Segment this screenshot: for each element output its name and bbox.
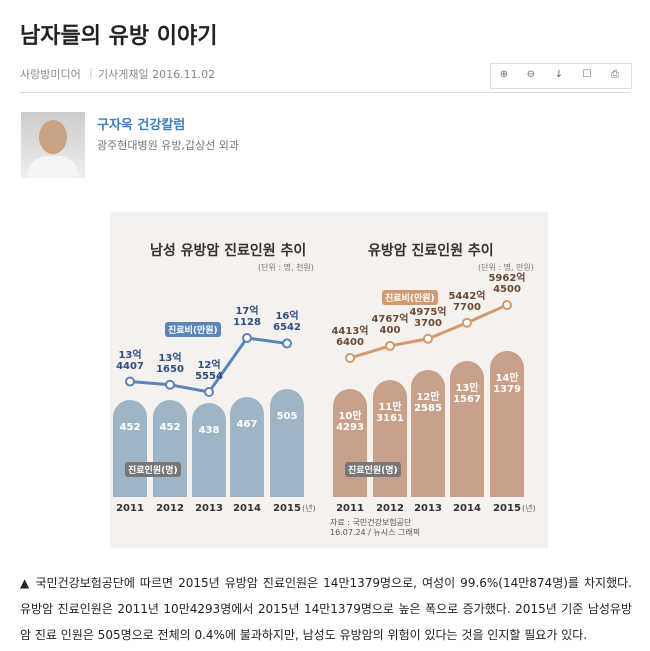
- cost-label: 16억 6542: [273, 311, 301, 334]
- legend-cost: 진료비(만원): [382, 290, 438, 305]
- cost-point: [502, 300, 512, 310]
- x-tick-label: 2013: [414, 503, 442, 514]
- zoom-in[interactable]: ⊕: [499, 69, 509, 80]
- chart-title: 남성 유방암 진료인원 추이: [150, 243, 307, 259]
- chart-title: 유방암 진료인원 추이: [368, 243, 494, 259]
- bar-label: 452: [119, 422, 141, 434]
- cost-point: [204, 387, 214, 397]
- cost-point: [242, 333, 252, 343]
- bar: [192, 403, 226, 497]
- author-name: 구자욱 건강칼럼: [97, 118, 186, 133]
- bar: [230, 397, 264, 497]
- bar-label: 438: [198, 425, 220, 437]
- chart-subtitle: (단위 : 명, 만원): [478, 263, 534, 272]
- bar-label: 505: [276, 411, 298, 422]
- bar: [270, 389, 304, 497]
- cost-point: [423, 333, 433, 344]
- x-tick-label: 2015: [273, 503, 301, 514]
- separator: [20, 92, 630, 93]
- legend-patients: 진료인원(명): [345, 462, 401, 477]
- cost-label: 13억 4407: [116, 349, 144, 372]
- bar: [153, 400, 187, 497]
- cost-point: [345, 353, 355, 363]
- cost-label: 4413억 6400: [331, 326, 369, 348]
- comment[interactable]: ☐: [582, 69, 592, 80]
- chart-note: 자료 : 국민건강보험공단 16.07.24 / 뉴시스 그래픽: [330, 518, 421, 537]
- legend-cost: 진료비(만원): [165, 322, 221, 337]
- x-tick-label: 2011: [116, 503, 144, 514]
- x-unit: (년): [302, 504, 316, 513]
- bar: [113, 400, 147, 497]
- x-unit: (년): [522, 504, 536, 513]
- cost-label: 12억 5554: [195, 360, 223, 382]
- bar: [450, 361, 484, 497]
- bar-label: 467: [236, 419, 258, 431]
- divider: |: [89, 66, 93, 79]
- cost-label: 17억 1128: [233, 306, 261, 328]
- cost-label: 5962억 4500: [488, 273, 526, 295]
- author-affiliation: 광주현대병원 유방,갑상선 외과: [97, 139, 240, 152]
- x-tick-label: 2014: [453, 503, 481, 514]
- bar-label: 12만 2585: [414, 392, 442, 415]
- x-tick-label: 2014: [233, 503, 261, 514]
- date: 기사게재일 2016.11.02: [98, 68, 216, 81]
- x-tick-label: 2011: [336, 503, 364, 514]
- article-title: 남자들의 유방 이야기: [20, 24, 218, 49]
- caption: ▲ 국민건강보험공단에 따르면 2015년 유방암 진료인원은 14만1379명…: [20, 576, 632, 642]
- cost-label: 13억 1650: [156, 352, 184, 375]
- toolbar: [490, 63, 632, 89]
- cost-label: 5442억 7700: [448, 290, 486, 313]
- cost-point: [385, 340, 395, 351]
- x-tick-label: 2012: [156, 503, 184, 514]
- chart-subtitle: (단위 : 명, 천원): [258, 263, 314, 272]
- bar-label: 13만 1567: [453, 383, 481, 406]
- bar: [333, 389, 367, 497]
- cost-point: [282, 338, 292, 349]
- author-photo: [21, 112, 85, 178]
- print[interactable]: ⎙: [611, 69, 619, 80]
- cost-label: 4975억 3700: [409, 306, 447, 329]
- x-tick-label: 2013: [195, 503, 223, 514]
- source: 사랑방미디어: [20, 68, 81, 81]
- bar-label: 11만 3161: [376, 402, 404, 425]
- cost-point: [462, 317, 472, 328]
- bar-label: 10만 4293: [336, 411, 364, 434]
- cost-label: 4767억 400: [371, 313, 409, 336]
- bar: [373, 380, 407, 497]
- zoom-out[interactable]: ⊖: [526, 69, 536, 80]
- x-tick-label: 2012: [376, 503, 404, 514]
- download[interactable]: ↓: [554, 69, 564, 80]
- bar-label: 14만 1379: [493, 373, 521, 395]
- cost-point: [125, 376, 135, 387]
- legend-patients: 진료인원(명): [125, 462, 181, 477]
- x-tick-label: 2015: [493, 503, 521, 514]
- cost-point: [165, 379, 175, 390]
- bar: [490, 351, 524, 497]
- bar: [411, 370, 445, 497]
- bar-label: 452: [159, 422, 181, 434]
